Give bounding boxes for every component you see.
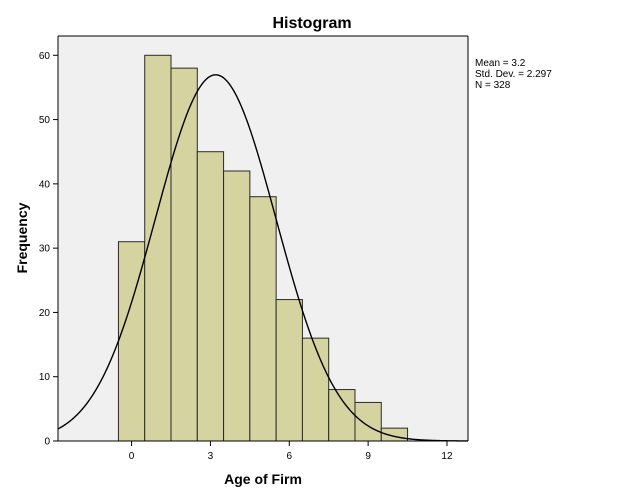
y-tick-label: 40 [39,179,51,190]
histogram-bar [170,67,198,442]
histogram-bar [275,299,303,442]
axes-layer: 0 10 20 30 40 50 60 0 3 6 9 12 [39,35,469,462]
y-axis-title: Frequency [14,202,30,273]
x-tick-label: 9 [365,451,371,462]
chart-title: Histogram [272,15,351,32]
histogram-bar [196,151,225,442]
histogram-bar [249,196,277,442]
x-tick-label: 3 [208,451,214,462]
x-axis-title: Age of Firm [224,471,302,487]
histogram-bar [354,401,382,442]
histogram-bar [144,54,172,442]
y-tick-label: 30 [39,244,51,255]
stats-mean: Mean = 3.2 [475,58,526,69]
stats-box: Mean = 3.2 Std. Dev. = 2.297 N = 328 [475,58,552,91]
y-tick-label: 60 [39,51,51,62]
stats-std-dev: Std. Dev. = 2.297 [475,69,552,80]
y-tick-label: 10 [39,372,51,383]
y-tick-label: 0 [44,437,50,448]
x-tick-label: 12 [441,451,453,462]
histogram-bar [301,337,330,442]
normal-curve [57,74,468,442]
stats-n: N = 328 [475,80,511,91]
x-tick-label: 0 [129,451,135,462]
y-tick-label: 20 [39,308,51,319]
histogram-bar [328,389,356,442]
x-tick-label: 6 [287,451,293,462]
y-tick-label: 50 [39,115,51,126]
histogram-bar [223,170,251,442]
